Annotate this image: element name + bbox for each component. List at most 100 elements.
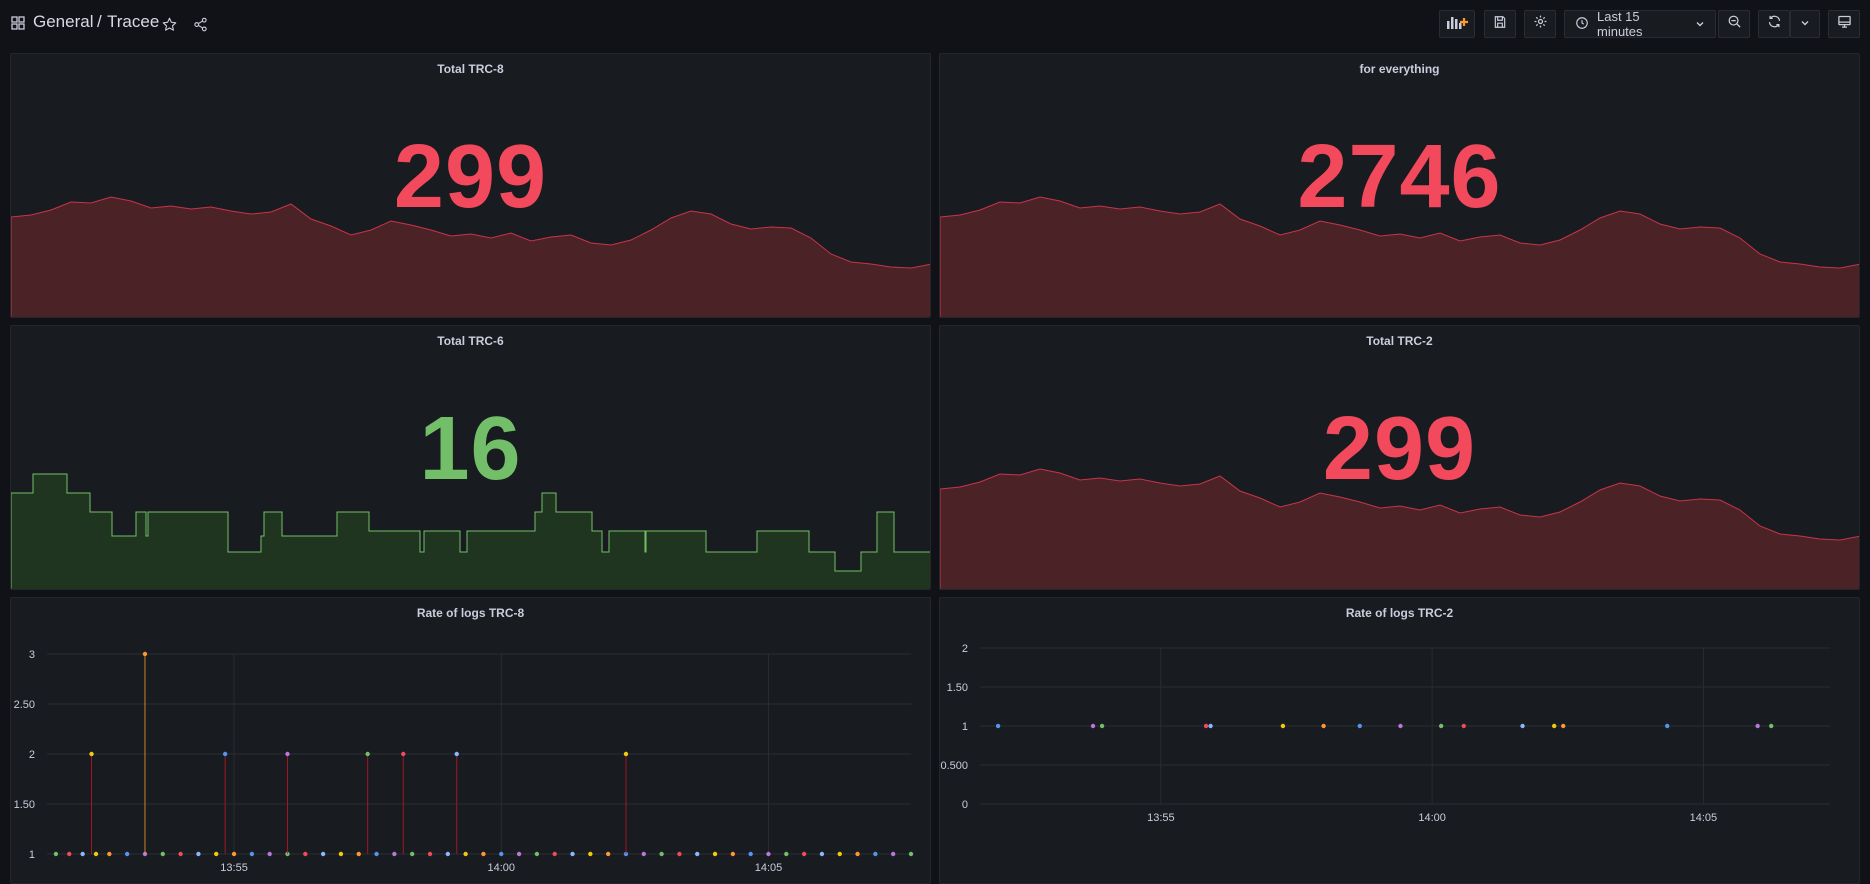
save-button[interactable] (1484, 10, 1516, 38)
data-point (1203, 723, 1209, 729)
data-point (356, 851, 361, 857)
data-point (267, 851, 272, 857)
data-point (401, 751, 406, 757)
top-bar: General / Tracee Last 15 minutes (0, 0, 1870, 50)
data-point (80, 851, 85, 857)
data-point (1357, 723, 1362, 729)
data-point (641, 851, 646, 857)
y-tick-label: 1.50 (14, 799, 35, 811)
data-point (89, 751, 94, 757)
data-point (93, 851, 99, 857)
time-range-label: Last 15 minutes (1597, 9, 1643, 39)
stat-panel-trc8[interactable]: Total TRC-8 299 (10, 53, 931, 318)
data-point (659, 851, 664, 857)
panel-title: Rate of logs TRC-2 (1345, 606, 1454, 620)
data-point (677, 851, 682, 857)
panel-title: for everything (1359, 62, 1440, 76)
y-tick-label: 1 (962, 721, 968, 733)
stat-value: 16 (419, 399, 522, 499)
y-tick-label: 0 (962, 799, 968, 811)
data-point (1099, 723, 1105, 729)
data-point (1321, 723, 1326, 729)
rate-trc8-chart: 1 1.50 2 2.50 3 13:55 14:00 14:05 (14, 649, 914, 874)
data-point (1090, 723, 1096, 729)
settings-button[interactable] (1524, 10, 1556, 38)
time-range-picker[interactable]: Last 15 minutes (1564, 9, 1716, 39)
stat-value: 299 (393, 127, 548, 227)
zoom-out-button[interactable] (1718, 10, 1750, 38)
data-point (374, 851, 379, 857)
star-icon[interactable] (160, 15, 178, 33)
data-point (890, 851, 896, 857)
apps-grid-icon[interactable] (10, 15, 26, 31)
sparkline-area (940, 196, 1859, 317)
data-point (1461, 723, 1466, 729)
data-point (1208, 723, 1213, 729)
data-point (995, 723, 1001, 729)
gear-icon (1533, 14, 1548, 34)
panel-title: Total TRC-6 (437, 334, 504, 348)
y-tick-label: 1 (29, 849, 35, 861)
panel-title: Total TRC-2 (1366, 334, 1433, 348)
data-point (463, 851, 468, 857)
stat-panel-trc6[interactable]: Total TRC-6 16 (10, 325, 931, 590)
y-tick-label: 1.50 (947, 682, 968, 694)
refresh-interval-dropdown[interactable] (1790, 10, 1820, 38)
tv-mode-icon (1837, 14, 1852, 34)
sparkline-area (11, 473, 930, 589)
data-point (427, 851, 433, 857)
sparkline (940, 196, 1859, 317)
rate-trc2-chart: 0 0.500 1 1.50 2 13:55 14:00 14:05 (940, 643, 1830, 824)
data-point (1280, 723, 1286, 729)
x-tick-label: 14:05 (755, 862, 783, 874)
data-point (1665, 723, 1670, 729)
add-panel-button[interactable] (1439, 10, 1475, 38)
data-point (338, 851, 344, 857)
share-icon[interactable] (191, 15, 209, 33)
data-point (1561, 723, 1566, 729)
data-point (837, 851, 842, 857)
data-point (392, 851, 397, 857)
y-tick-label: 2.50 (14, 699, 35, 711)
data-point (231, 851, 237, 857)
tv-mode-button[interactable] (1828, 10, 1860, 38)
data-point (1520, 723, 1525, 729)
data-point (67, 851, 72, 857)
sparkline (11, 196, 930, 317)
data-point (1755, 723, 1760, 729)
y-tick-label: 0.500 (940, 760, 968, 772)
timeseries-panel-rate-trc8[interactable]: Rate of logs TRC-8 1 1.50 2 2.50 3 13:55 14:00… (10, 597, 931, 884)
data-point (873, 851, 878, 857)
data-point (454, 751, 459, 757)
data-point (855, 851, 860, 857)
breadcrumb-folder[interactable]: General (33, 12, 94, 31)
add-panel-icon (1446, 14, 1468, 35)
dashboard-title[interactable]: Tracee (107, 12, 160, 31)
stat-panel-trc2[interactable]: Total TRC-2 299 (939, 325, 1860, 590)
breadcrumb-separator: / (97, 12, 102, 31)
panel-title: Rate of logs TRC-8 (416, 606, 525, 620)
data-point (249, 851, 255, 857)
timeseries-panel-rate-trc2[interactable]: Rate of logs TRC-2 0 0.500 1 1.50 2 13:55 14:0… (939, 597, 1860, 884)
data-point (142, 651, 148, 657)
zoom-out-icon (1727, 14, 1742, 34)
data-point (712, 851, 718, 857)
data-point (1398, 723, 1403, 729)
data-point (178, 851, 183, 857)
data-point (1769, 723, 1774, 729)
data-point (819, 851, 825, 857)
data-point (766, 851, 771, 857)
data-point (107, 851, 112, 857)
refresh-button[interactable] (1758, 10, 1790, 38)
data-point (214, 851, 219, 857)
data-point (196, 851, 201, 857)
stat-panel-everything[interactable]: for everything 2746 (939, 53, 1860, 318)
chevron-down-icon (1695, 17, 1705, 32)
data-point (570, 851, 575, 857)
data-point (730, 851, 736, 857)
chevron-down-icon (1800, 15, 1810, 33)
data-point (481, 851, 486, 857)
data-point (222, 751, 228, 757)
data-point (588, 851, 593, 857)
data-point (160, 851, 165, 857)
